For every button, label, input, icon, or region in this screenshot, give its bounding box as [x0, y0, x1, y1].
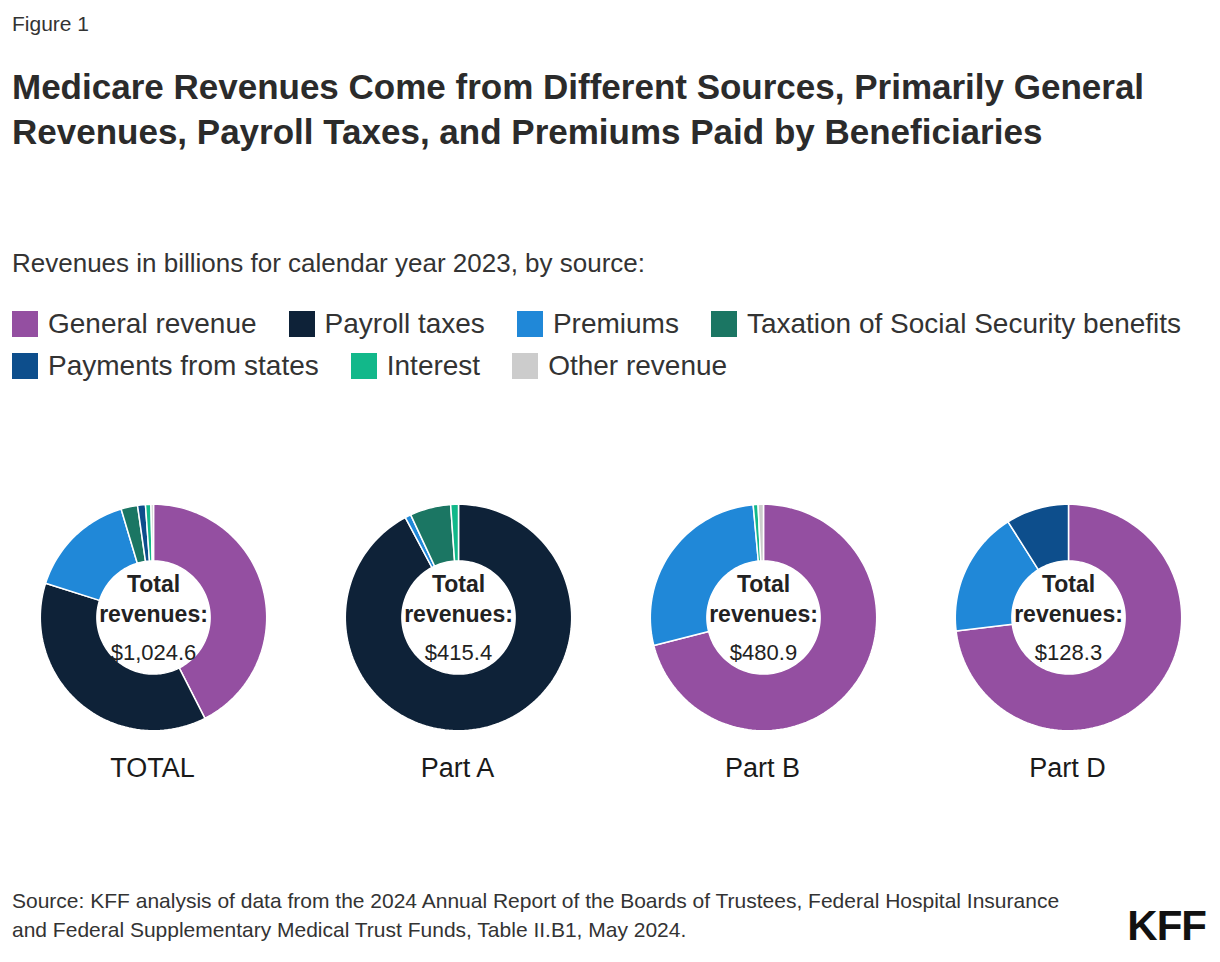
html-text:General revenue: General revenue — [48, 308, 257, 339]
html-text:Source: KFF analysis of data f: Source: KFF analysis of data from the 20… — [12, 889, 1060, 941]
html-text:Interest: Interest — [386, 350, 481, 381]
html-text:Payroll taxes: Payroll taxes — [324, 308, 485, 339]
html-text:Taxation of Social Security be: Taxation of Social Security benefits — [746, 308, 1182, 339]
svg-text:$415.4: $415.4 — [424, 640, 491, 665]
html-text:KFF: KFF — [1127, 902, 1206, 949]
html-text:Premiums: Premiums — [552, 308, 679, 339]
svg-text:Totalrevenues:: Totalrevenues: — [99, 571, 208, 627]
html-text:Part D: Part D — [1029, 753, 1106, 783]
html-text:TOTAL: TOTAL — [110, 753, 195, 783]
html-text:Medicare Revenues Come from Di: Medicare Revenues Come from Different So… — [12, 67, 1145, 151]
html-text:Part A: Part A — [420, 753, 495, 783]
svg-text:$128.3: $128.3 — [1034, 640, 1101, 665]
html-text:Other revenue: Other revenue — [548, 350, 728, 381]
html-text:Revenues in billions for calen: Revenues in billions for calendar year 2… — [12, 248, 645, 278]
svg-text:Totalrevenues:: Totalrevenues: — [1014, 571, 1123, 627]
svg-text:$480.9: $480.9 — [729, 640, 796, 665]
html-text:Payments from states: Payments from states — [48, 350, 319, 381]
svg-text:Totalrevenues:: Totalrevenues: — [709, 571, 818, 627]
html-text:Part B: Part B — [725, 753, 800, 783]
svg-text:Totalrevenues:: Totalrevenues: — [404, 571, 513, 627]
html-text:Figure 1: Figure 1 — [12, 12, 89, 35]
svg-text:$1,024.6: $1,024.6 — [110, 640, 196, 665]
